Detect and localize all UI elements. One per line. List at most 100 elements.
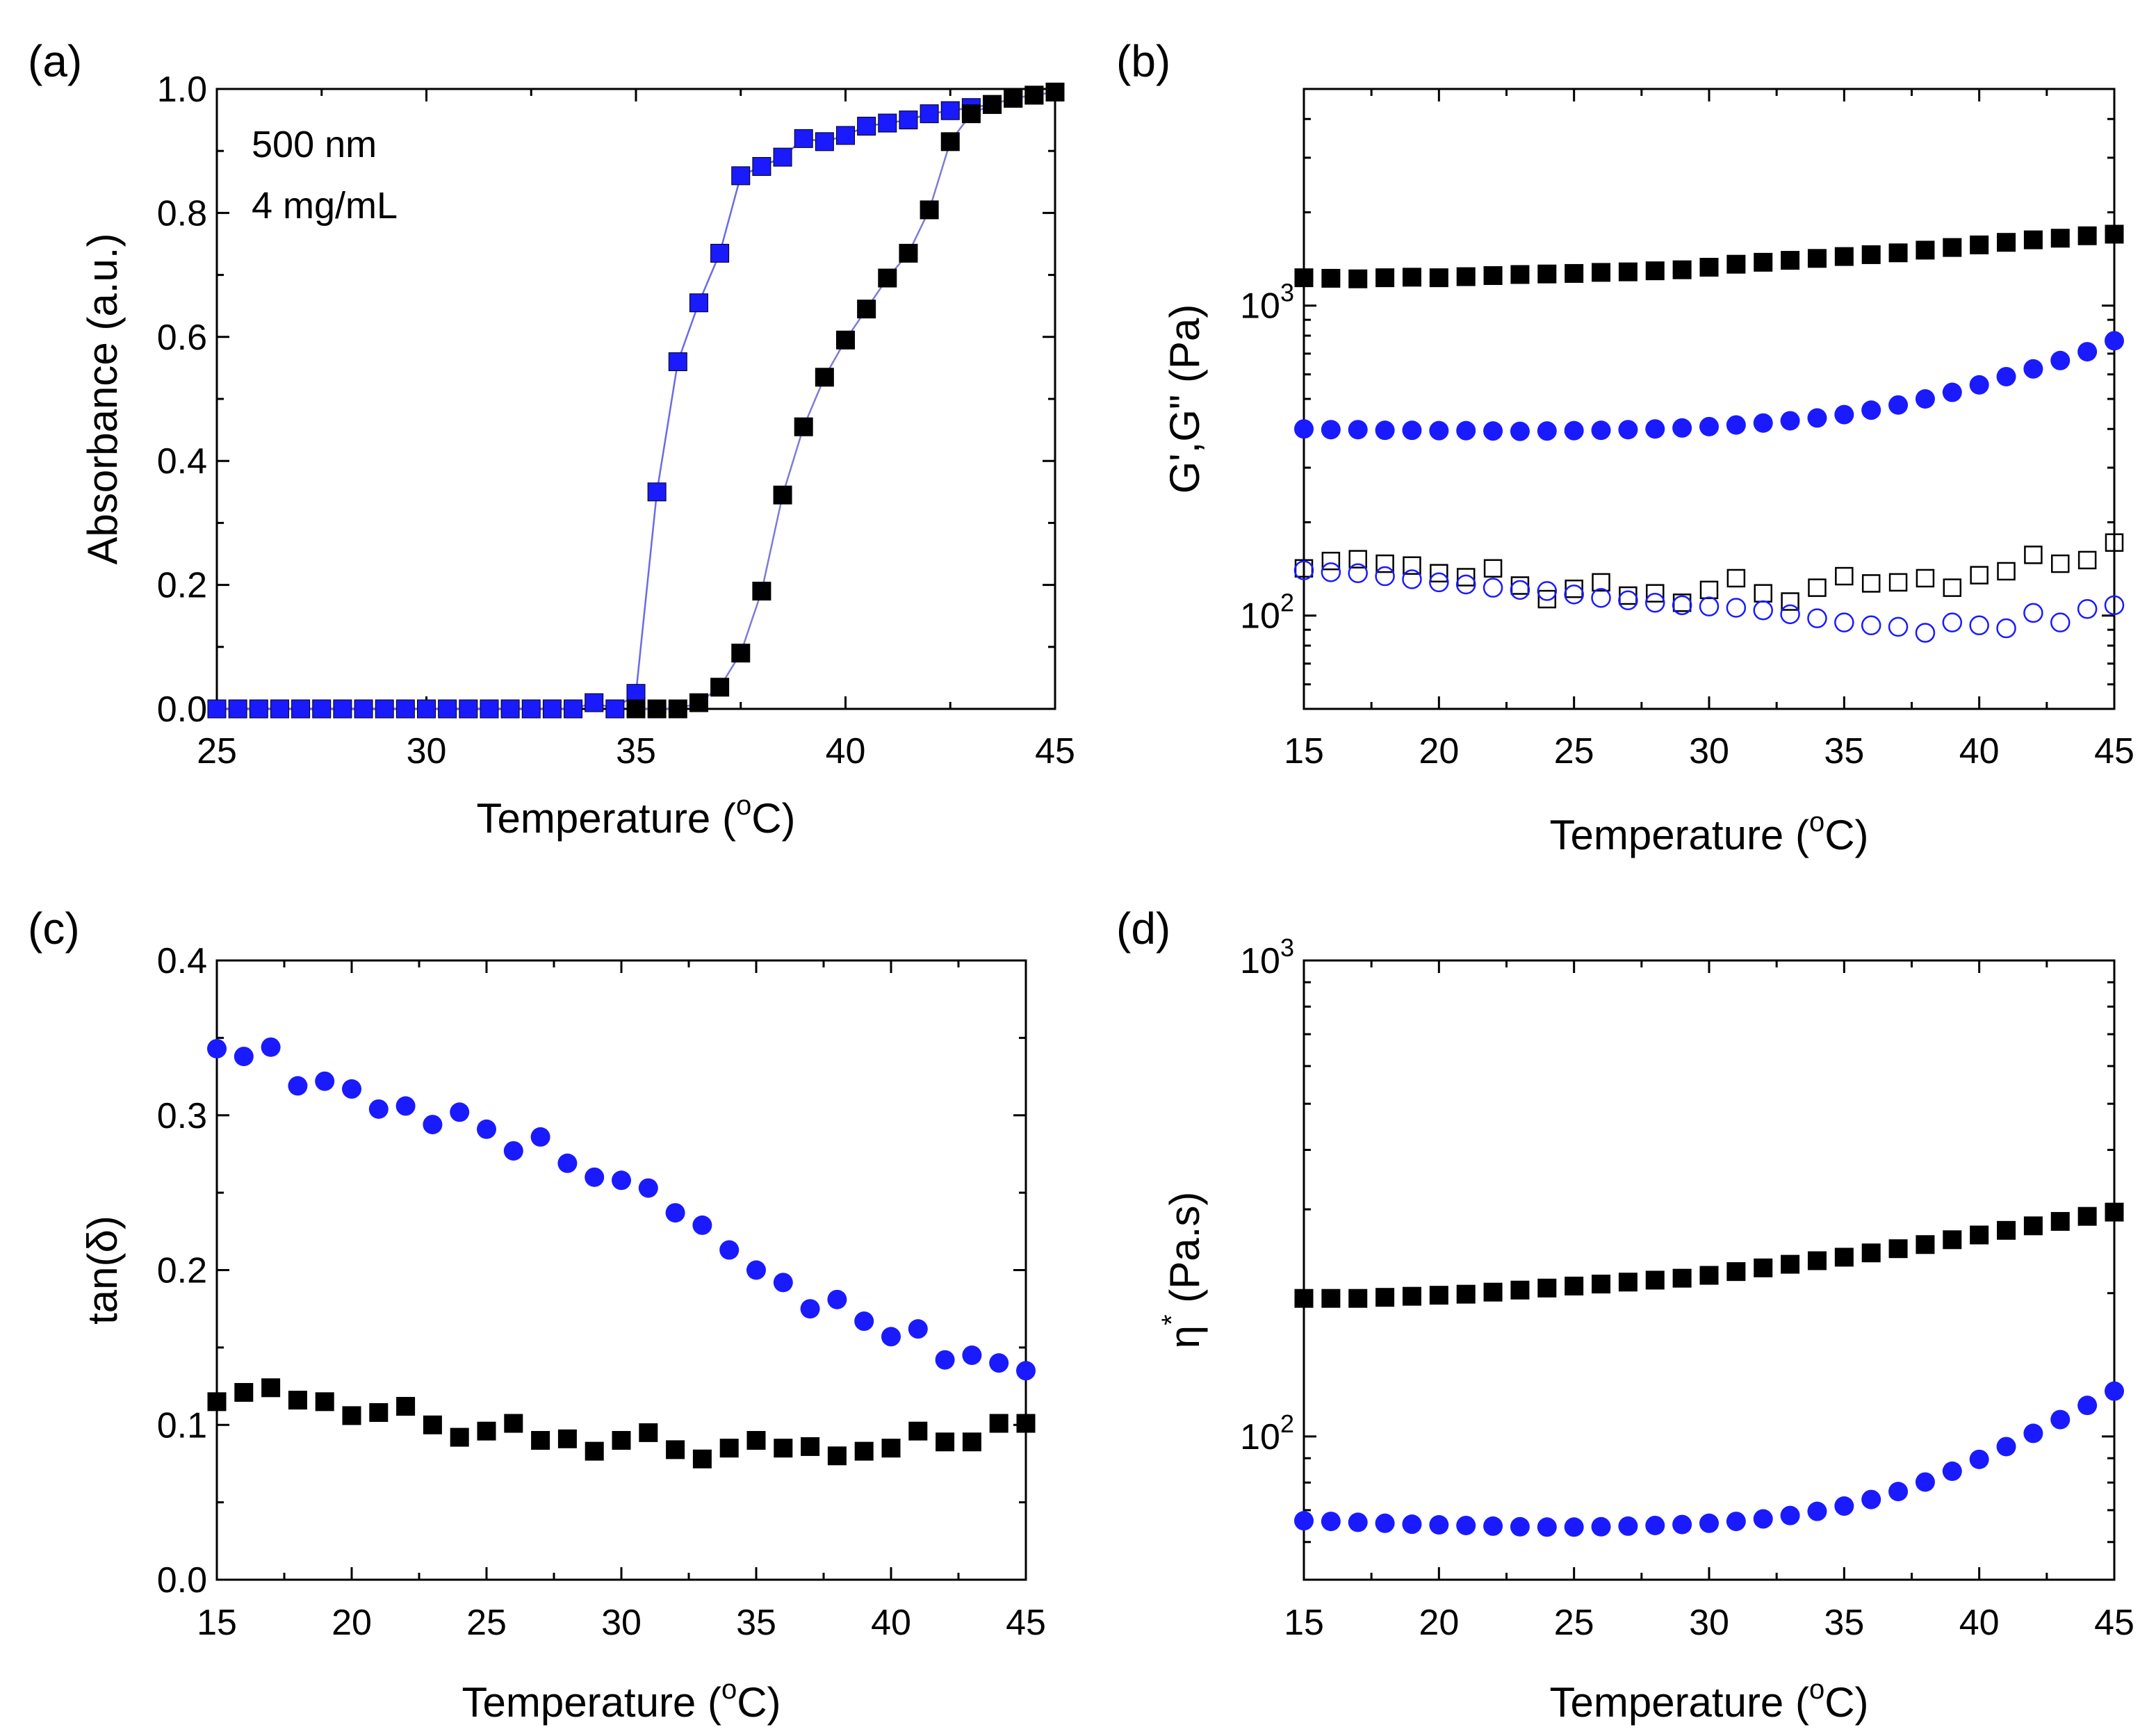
data-point bbox=[1916, 569, 1935, 588]
data-point bbox=[500, 699, 520, 719]
data-point bbox=[1699, 1513, 1719, 1533]
data-point bbox=[719, 1439, 739, 1458]
data-point bbox=[1888, 1482, 1909, 1502]
data-point bbox=[1402, 1286, 1421, 1306]
data-point bbox=[1294, 1511, 1314, 1531]
data-point bbox=[369, 1402, 389, 1422]
y-axis-label: Absorbance (a.u.) bbox=[79, 234, 126, 565]
data-point bbox=[1592, 1275, 1611, 1294]
data-point bbox=[2050, 350, 2071, 370]
y-tick-label: 0.4 bbox=[157, 441, 207, 482]
panel-label: (a) bbox=[28, 36, 82, 86]
data-point bbox=[752, 582, 771, 601]
data-point bbox=[1348, 1289, 1368, 1308]
y-tick-label: 102 bbox=[1240, 589, 1294, 637]
data-point bbox=[1618, 262, 1638, 281]
data-point bbox=[342, 1079, 361, 1099]
plot-frame bbox=[215, 959, 1027, 1581]
data-point bbox=[354, 699, 373, 719]
data-point bbox=[2023, 359, 2043, 379]
data-point bbox=[1861, 245, 1881, 264]
data-point bbox=[1321, 268, 1341, 288]
data-point bbox=[612, 1170, 631, 1191]
data-point bbox=[1888, 243, 1908, 263]
data-point bbox=[692, 1215, 712, 1235]
data-point bbox=[288, 1391, 307, 1410]
data-point bbox=[2023, 230, 2043, 250]
series-line bbox=[636, 91, 1056, 710]
data-point bbox=[1403, 556, 1421, 575]
data-point bbox=[1861, 400, 1881, 420]
data-point bbox=[1753, 413, 1773, 433]
data-point bbox=[1293, 560, 1314, 580]
data-point bbox=[1456, 1515, 1476, 1535]
data-point bbox=[899, 111, 918, 130]
data-point bbox=[312, 699, 332, 719]
data-point bbox=[1834, 612, 1854, 632]
data-point bbox=[1861, 1489, 1881, 1510]
data-point bbox=[665, 1203, 685, 1223]
data-point bbox=[521, 699, 541, 719]
data-point bbox=[1754, 252, 1773, 272]
data-point bbox=[668, 352, 687, 371]
data-point bbox=[1321, 1512, 1341, 1532]
data-point bbox=[207, 1392, 227, 1412]
data-point bbox=[752, 157, 771, 176]
data-point bbox=[1402, 268, 1421, 287]
y-axis-label: η* (Pa.s) bbox=[1157, 1192, 1208, 1349]
data-point bbox=[1834, 247, 1854, 266]
data-point bbox=[1348, 420, 1368, 440]
x-tick-label: 30 bbox=[1689, 1603, 1729, 1643]
data-point bbox=[477, 1119, 496, 1139]
data-point bbox=[1726, 598, 1747, 618]
annotation: 500 nm bbox=[252, 124, 377, 165]
data-point bbox=[1997, 1220, 2016, 1240]
data-point bbox=[692, 1449, 712, 1469]
x-tick-label: 40 bbox=[1959, 1603, 2000, 1643]
data-point bbox=[1537, 1517, 1557, 1537]
data-point bbox=[2050, 229, 2070, 248]
data-point bbox=[836, 126, 855, 145]
data-point bbox=[1645, 419, 1665, 439]
data-point bbox=[207, 1038, 227, 1058]
y-axis-label: tan(δ) bbox=[79, 1216, 126, 1325]
plot-frame bbox=[215, 88, 1056, 710]
data-point bbox=[375, 699, 394, 719]
data-point bbox=[1375, 566, 1395, 587]
data-point bbox=[881, 1439, 901, 1458]
data-point bbox=[983, 95, 1002, 114]
data-point bbox=[936, 1432, 955, 1452]
data-point bbox=[1645, 1515, 1665, 1535]
data-point bbox=[557, 1153, 578, 1173]
data-point bbox=[961, 104, 981, 124]
x-tick-label: 35 bbox=[616, 731, 656, 771]
y-tick-label: 0.4 bbox=[157, 941, 207, 981]
data-point bbox=[557, 1429, 577, 1448]
x-tick-label: 25 bbox=[466, 1603, 507, 1643]
data-point bbox=[1402, 569, 1422, 589]
data-point bbox=[342, 1406, 361, 1425]
data-point bbox=[689, 693, 708, 712]
data-point bbox=[1565, 579, 1583, 598]
data-point bbox=[1618, 1273, 1638, 1292]
data-point bbox=[1537, 264, 1557, 284]
data-point bbox=[1016, 1414, 1036, 1433]
data-point bbox=[1672, 595, 1692, 616]
y-tick-label: 1.0 bbox=[157, 69, 207, 110]
data-point bbox=[2077, 1207, 2097, 1226]
data-point bbox=[1807, 408, 1827, 428]
data-point bbox=[1294, 1289, 1314, 1308]
data-point bbox=[585, 1167, 605, 1187]
data-point bbox=[1592, 263, 1611, 282]
data-point bbox=[1753, 1509, 1773, 1529]
data-point bbox=[1699, 580, 1719, 600]
data-point bbox=[1726, 254, 1746, 274]
data-point bbox=[1321, 1289, 1341, 1308]
data-point bbox=[1564, 420, 1584, 441]
data-point bbox=[857, 300, 876, 319]
y-tick-label: 0.6 bbox=[157, 318, 207, 358]
panel-label: (c) bbox=[28, 903, 80, 954]
data-point bbox=[1834, 1248, 1854, 1267]
data-point bbox=[1942, 1461, 1962, 1481]
data-point bbox=[878, 113, 897, 133]
